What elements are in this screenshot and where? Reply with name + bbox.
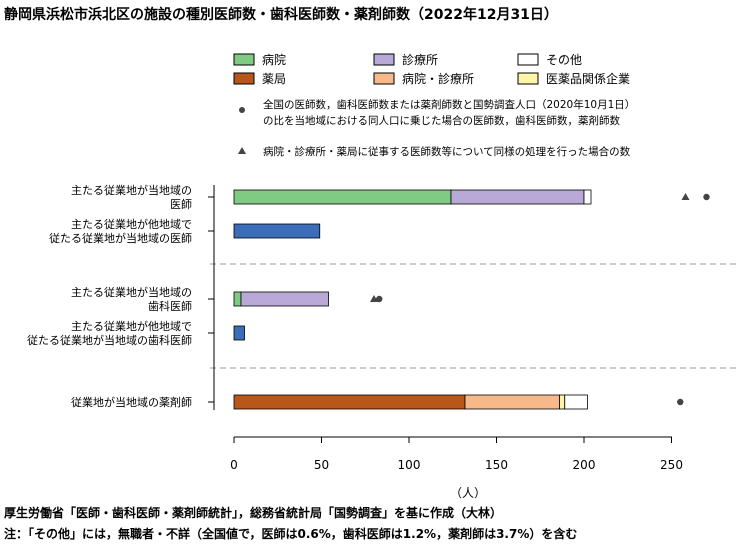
bar-segment [450, 189, 585, 205]
x-tick-label: 0 [230, 458, 238, 472]
category-label: 従たる従業地が当地域の医師 [49, 231, 192, 245]
x-axis-label: （人） [450, 486, 486, 500]
circle-marker-icon [239, 107, 245, 113]
legend-label: 医薬品関係企業 [546, 71, 630, 86]
triangle-marker [370, 295, 378, 302]
bar-segment [564, 394, 588, 410]
legend-swatch [517, 53, 539, 66]
legend-label: 診療所 [402, 52, 438, 67]
x-tick-label: 50 [314, 458, 329, 472]
triangle-marker [681, 193, 690, 200]
category-labels: 主たる従業地が当地域の医師主たる従業地が他地域で従たる従業地が当地域の医師主たる… [27, 183, 215, 410]
legend-swatch [373, 72, 395, 85]
category-label: 主たる従業地が当地域の [71, 285, 192, 299]
note-triangle-text: 病院・診療所・薬局に従事する医師数等について同様の処理を行った場合の数 [263, 145, 631, 158]
legend-label: 薬局 [262, 72, 286, 86]
circle-marker [703, 193, 710, 201]
note-circle-text: の比を当地域における同人口に乗じた場合の医師数，歯科医師数，薬剤師数 [263, 114, 620, 127]
note-circle-text: 全国の医師数，歯科医師数または薬剤師数と国勢調査人口（2020年10月1日） [263, 98, 635, 111]
bar-segment [233, 325, 245, 341]
legend-label: 病院 [262, 52, 286, 67]
bar-segment [583, 189, 592, 205]
legend-notes: 全国の医師数，歯科医師数または薬剤師数と国勢調査人口（2020年10月1日） の比… [238, 98, 635, 158]
x-axis: 0 50 100 150 200 250 （人） [230, 436, 683, 500]
x-tick-label: 100 [398, 458, 421, 472]
bar-segment [464, 394, 560, 410]
legend-swatch [517, 72, 539, 85]
x-tick-label: 250 [660, 458, 683, 472]
x-tick-label: 150 [485, 458, 508, 472]
source-note: 厚生労働省「医師・歯科医師・薬剤師統計」，総務省統計局「国勢調査」を基に作成（大… [4, 506, 503, 520]
circle-marker [677, 398, 684, 406]
bars [233, 189, 592, 410]
bar-segment [233, 223, 321, 239]
legend-swatch [373, 53, 395, 66]
category-label: 従業地が当地域の薬剤師 [71, 395, 192, 409]
footnote: 注：「その他」には，無職者・不詳（全国値で，医師は0.6%，歯科医師は1.2%，… [4, 527, 578, 541]
category-label: 主たる従業地が当地域の [71, 183, 192, 197]
category-label: 従たる従業地が当地域の歯科医師 [27, 333, 192, 347]
legend-swatch [233, 72, 255, 85]
circle-marker [376, 295, 383, 303]
markers [370, 193, 710, 406]
x-tick-label: 200 [573, 458, 596, 472]
triangle-marker-icon [238, 147, 246, 154]
bar-segment [233, 394, 466, 410]
bar-segment [240, 291, 329, 307]
category-label: 歯科医師 [148, 299, 192, 313]
bar-segment [233, 291, 242, 307]
separators [210, 263, 740, 369]
category-label: 主たる従業地が他地域で [71, 319, 192, 333]
bar-segment [233, 189, 452, 205]
legend-label: その他 [546, 53, 582, 67]
legend-label: 病院・診療所 [402, 71, 474, 86]
legend-swatch [233, 53, 255, 66]
bar-segment [559, 394, 566, 410]
category-label: 医師 [170, 198, 192, 211]
category-label: 主たる従業地が他地域で [71, 217, 192, 231]
chart-title: 静岡県浜松市浜北区の施設の種別医師数・歯科医師数・薬剤師数（2022年12月31… [4, 7, 558, 23]
